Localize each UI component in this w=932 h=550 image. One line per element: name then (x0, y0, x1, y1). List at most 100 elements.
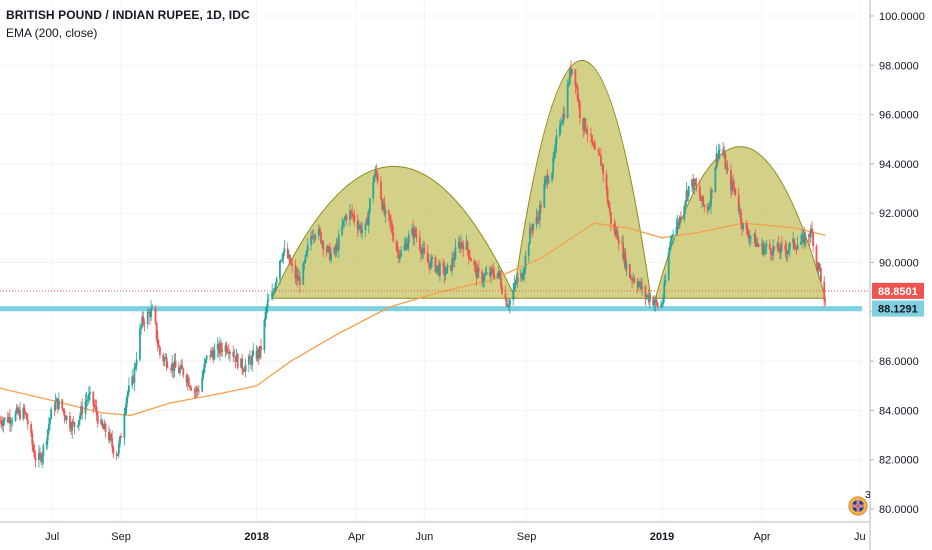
candle-body (490, 268, 492, 276)
candle (804, 231, 807, 248)
candle-body (747, 234, 750, 239)
candle (671, 234, 673, 246)
candle (61, 399, 64, 412)
candle (242, 367, 245, 376)
candle-body (65, 415, 68, 421)
support-label-bg (872, 300, 924, 317)
candle (530, 224, 532, 235)
candle (132, 375, 135, 384)
candle (297, 268, 300, 281)
candle-body (17, 409, 20, 414)
candle-body (613, 223, 616, 230)
candle-body (723, 154, 726, 156)
indicator-label[interactable]: EMA (200, close) (6, 26, 98, 40)
union-jack-flag-icon[interactable] (848, 496, 868, 516)
candle-body (149, 312, 151, 318)
candle (326, 244, 329, 253)
candle-body (366, 218, 369, 226)
candle (543, 176, 546, 209)
candle (317, 223, 320, 241)
candle-body (7, 417, 10, 423)
candle-body (141, 316, 144, 326)
candle-body (42, 445, 45, 457)
candle-body (211, 350, 214, 354)
candle (353, 209, 356, 226)
candle-body (616, 230, 619, 241)
candle (15, 403, 18, 415)
candle (812, 230, 815, 253)
candle-body (187, 378, 190, 387)
candle-body (535, 216, 538, 224)
candle-body (304, 254, 307, 262)
events-badge[interactable]: 3 (848, 490, 871, 516)
candle (723, 145, 726, 159)
time-axis[interactable]: Jul Sep 2018 Apr Jun Sep 2019 Apr Ju (45, 531, 865, 543)
candle-body (335, 244, 338, 251)
candle-body (462, 244, 465, 250)
candle (616, 226, 619, 241)
candle-body (553, 153, 556, 158)
pattern-dome-1[interactable] (271, 165, 517, 299)
candle (165, 353, 168, 371)
candle-body (457, 242, 460, 248)
candle-body (256, 349, 259, 359)
candle (117, 440, 120, 459)
candle (352, 213, 355, 223)
candle-body (491, 268, 493, 270)
candle-body (418, 237, 421, 250)
candle-body (823, 281, 826, 301)
chart-title[interactable]: BRITISH POUND / INDIAN RUPEE, 1D, IDC (6, 8, 250, 22)
candle (745, 220, 748, 235)
candle-body (530, 227, 532, 230)
candle (141, 311, 144, 329)
candle (717, 143, 720, 163)
candle (560, 117, 562, 133)
candle (476, 264, 479, 279)
candle-body (330, 253, 332, 261)
candle-body (576, 87, 579, 100)
candle-body (411, 228, 414, 235)
candle (49, 418, 51, 432)
candle-body (46, 429, 49, 441)
candle (781, 236, 783, 252)
candle-body (30, 424, 33, 433)
candle-body (112, 446, 115, 455)
y-tick-label: 92.0000 (879, 208, 919, 220)
x-tick-label: Jul (45, 531, 59, 543)
candle (598, 153, 601, 157)
candle-body (365, 218, 368, 224)
candle-body (544, 178, 547, 184)
candle-body (329, 246, 331, 261)
candle (640, 278, 642, 293)
candle (84, 393, 87, 420)
candle-body (585, 130, 588, 133)
candle-body (648, 296, 651, 302)
candle-body (768, 244, 771, 249)
candle-body (265, 307, 268, 313)
pattern-dome-2[interactable] (512, 60, 652, 299)
candle-body (352, 215, 355, 216)
candle (430, 253, 432, 271)
candle-body (384, 210, 387, 215)
candle-body (685, 190, 688, 202)
candle (210, 347, 212, 357)
candle (271, 283, 274, 301)
candle (25, 412, 28, 420)
candle-body (325, 249, 328, 252)
candle-body (691, 179, 693, 187)
candle (420, 247, 422, 262)
candle (47, 416, 50, 435)
candle-body (344, 216, 347, 220)
candle (322, 239, 325, 258)
candle (507, 298, 510, 311)
candle (139, 322, 141, 362)
price-axis[interactable]: 100.0000 98.0000 96.0000 94.0000 92.0000 90.0… (870, 11, 925, 516)
candle (685, 182, 688, 206)
candle-body (395, 240, 398, 250)
candle (730, 164, 732, 199)
candle-body (202, 372, 205, 378)
candle (302, 261, 305, 286)
candle (1, 416, 4, 431)
candle (62, 408, 65, 414)
